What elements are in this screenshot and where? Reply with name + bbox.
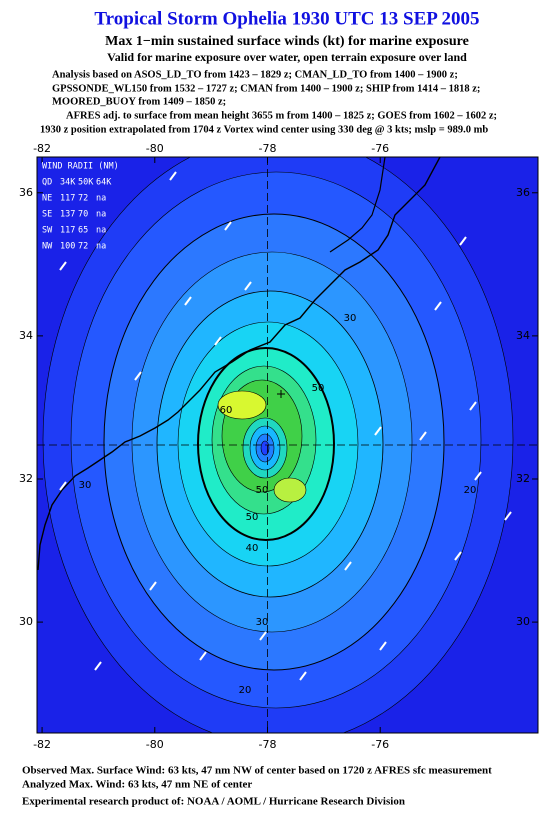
- axes: -82 -82 -80 -80 -78 -78 -76 -76 30 30 32 32 34 34 36 36: [19, 142, 538, 751]
- radii-cell: SE: [42, 210, 52, 220]
- max-wind-marker: [277, 390, 285, 398]
- wind-barb: [214, 336, 222, 346]
- radii-cell: 72: [78, 194, 88, 204]
- radii-cell: 137: [60, 210, 75, 220]
- x-tick-label: -76: [371, 142, 389, 155]
- y-tick-label: 34: [19, 329, 33, 342]
- wind-barb: [454, 551, 462, 561]
- analysis-line: MOORED_BUOY from 1409 – 1850 z;: [52, 96, 226, 107]
- wind-barb: [59, 481, 67, 491]
- wind-barb: [169, 171, 177, 181]
- radii-cell: na: [96, 226, 106, 236]
- contour-label: 40: [246, 543, 259, 554]
- radii-cell: 100: [60, 242, 75, 252]
- radii-cell: na: [96, 210, 106, 220]
- x-tick-label: -80: [146, 142, 164, 155]
- contour-label: 20: [239, 685, 252, 696]
- analysis-line: 1930 z position extrapolated from 1704 z…: [40, 124, 488, 135]
- wind-barb: [259, 631, 267, 641]
- analysis-line: GPSSONDE_WL150 from 1532 – 1727 z; CMAN …: [52, 83, 480, 94]
- x-tick-label: -78: [259, 142, 277, 155]
- x-tick-label: -80: [146, 738, 164, 751]
- y-tick-label: 30: [19, 615, 33, 628]
- x-tick-label: -82: [33, 142, 51, 155]
- map-area: 30 50 60 50 50 40 30 20 20 30: [37, 157, 538, 733]
- y-tick-label: 32: [516, 472, 530, 485]
- radii-cell: na: [96, 194, 106, 204]
- radii-cell: 117: [60, 194, 75, 204]
- radii-cell: 65: [78, 226, 88, 236]
- radii-cell: SW: [42, 226, 53, 236]
- x-tick-label: -78: [259, 738, 277, 751]
- contour-label: 50: [256, 485, 269, 496]
- analysis-notes: Analysis based on ASOS_LD_TO from 1423 –…: [40, 69, 497, 135]
- title: Tropical Storm Ophelia 1930 UTC 13 SEP 2…: [94, 8, 479, 29]
- wind-barb: [374, 426, 382, 436]
- coastline: [37, 157, 441, 571]
- wind-barb: [244, 281, 252, 291]
- validity: Valid for marine exposure over water, op…: [107, 50, 467, 64]
- wind-barb: [149, 581, 157, 591]
- wind-barb: [184, 296, 192, 306]
- wind-barb: [299, 671, 307, 681]
- wind-barb: [344, 561, 352, 571]
- radii-cell: 70: [78, 210, 88, 220]
- wind-barb: [419, 431, 427, 441]
- radii-cell: NW: [42, 242, 53, 252]
- coastline: [329, 157, 386, 253]
- wind-max-area: [217, 390, 267, 420]
- footer-line: Analyzed Max. Wind: 63 kts, 47 nm NE of …: [22, 779, 252, 791]
- y-tick-label: 36: [516, 186, 530, 199]
- y-tick-label: 32: [19, 472, 33, 485]
- radii-header: 64K: [96, 178, 112, 188]
- subtitle: Max 1−min sustained surface winds (kt) f…: [105, 34, 469, 49]
- radii-cell: na: [96, 242, 106, 252]
- contour-label: 30: [344, 313, 357, 324]
- y-tick-label: 30: [516, 615, 530, 628]
- wind-barb: [469, 401, 477, 411]
- contour-label: 50: [246, 512, 259, 523]
- analysis-line: AFRES adj. to surface from mean height 3…: [66, 110, 497, 121]
- x-tick-label: -82: [33, 738, 51, 751]
- radii-cell: 72: [78, 242, 88, 252]
- wind-barb: [474, 471, 482, 481]
- y-tick-label: 34: [516, 329, 530, 342]
- contour-label: 60: [220, 405, 233, 416]
- wind-barb: [59, 261, 67, 271]
- wind-barb: [379, 641, 387, 651]
- analysis-line: Analysis based on ASOS_LD_TO from 1423 –…: [52, 69, 458, 80]
- wind-barb: [224, 221, 232, 231]
- radii-cell: NE: [42, 194, 52, 204]
- radii-header: 34K: [60, 178, 76, 188]
- footer-line: Observed Max. Surface Wind: 63 kts, 47 n…: [22, 765, 492, 777]
- contour-label: 20: [464, 485, 477, 496]
- wind-barb: [459, 236, 467, 246]
- wind-barb: [504, 511, 512, 521]
- wind-barb: [94, 661, 102, 671]
- map-frame: [36, 156, 539, 734]
- contour-label: 50: [312, 383, 325, 394]
- credit: Experimental research product of: NOAA /…: [22, 796, 405, 808]
- radii-header: 50K: [78, 178, 94, 188]
- contour-label: 30: [256, 617, 269, 628]
- wind-barb: [199, 651, 207, 661]
- radii-cell: 117: [60, 226, 75, 236]
- y-tick-label: 36: [19, 186, 33, 199]
- wind-barb: [134, 371, 142, 381]
- radii-title: WIND RADII (NM): [42, 162, 119, 172]
- eye-contour: [260, 440, 270, 456]
- x-tick-label: -76: [371, 738, 389, 751]
- wind-barb: [434, 301, 442, 311]
- wind-max-area: [273, 477, 307, 503]
- contour-label: 30: [79, 480, 92, 491]
- radii-header: QD: [42, 178, 52, 188]
